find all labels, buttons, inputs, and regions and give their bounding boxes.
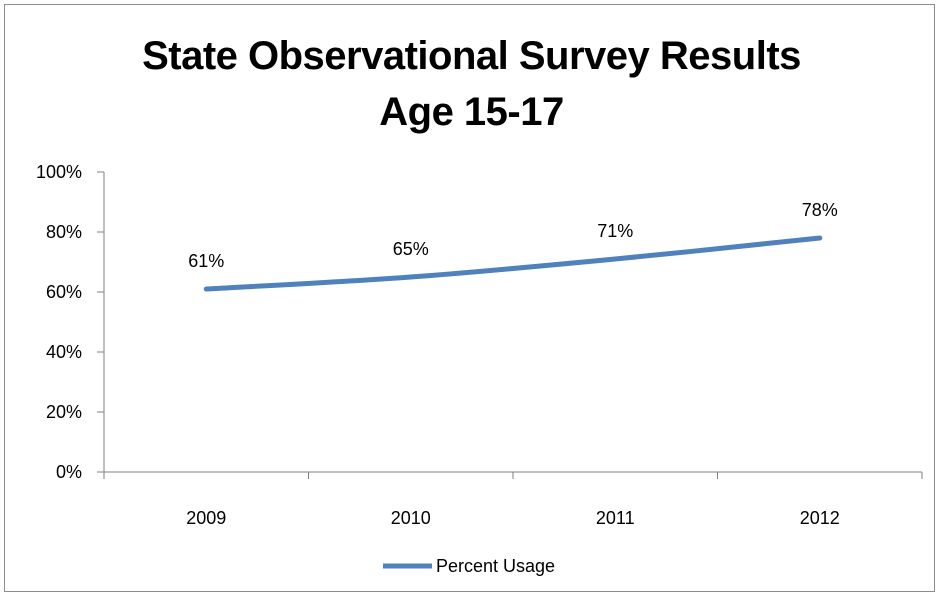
data-labels: 61% 65% 71% 78%	[188, 200, 838, 271]
series-line-percent-usage	[203, 235, 823, 292]
chart-title: State Observational Survey Results	[142, 34, 801, 78]
legend: Percent Usage	[383, 556, 555, 576]
y-tick-label: 40%	[46, 342, 82, 362]
legend-label: Percent Usage	[436, 556, 555, 576]
y-tick-label: 20%	[46, 402, 82, 422]
y-tick-label: 60%	[46, 282, 82, 302]
chart-frame	[4, 4, 935, 592]
x-tick-label: 2012	[800, 508, 840, 528]
y-tick-label: 100%	[36, 162, 82, 182]
series-group	[203, 235, 823, 292]
data-label: 78%	[802, 200, 838, 220]
y-tick-label: 80%	[46, 222, 82, 242]
x-tick-label: 2011	[596, 508, 635, 528]
x-tick-label: 2010	[391, 508, 431, 528]
data-label: 71%	[597, 221, 633, 241]
axes	[97, 171, 923, 479]
y-tick-label: 0%	[56, 462, 82, 482]
x-tick-label: 2009	[186, 508, 226, 528]
data-label: 61%	[188, 251, 224, 271]
y-tick-labels: 0% 20% 40% 60% 80% 100%	[36, 162, 82, 482]
x-tick-labels: 2009 2010 2011 2012	[186, 508, 840, 528]
data-label: 65%	[393, 239, 429, 259]
chart-subtitle: Age 15-17	[379, 90, 564, 134]
